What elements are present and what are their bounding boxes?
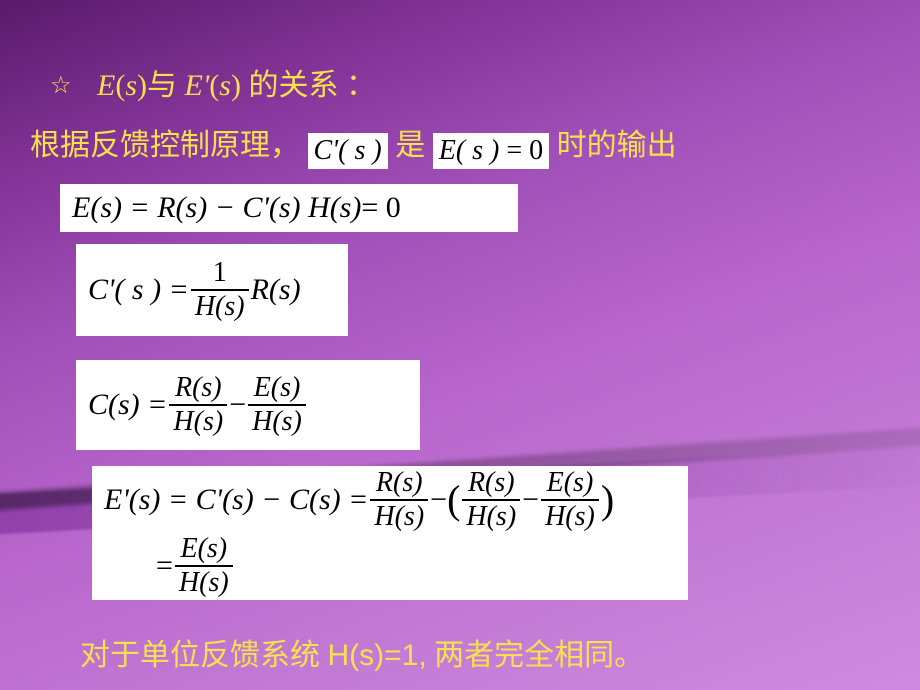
conclusion-line: 对于单位反馈系统 H(s)=1, 两者完全相同。 — [80, 630, 644, 674]
math-text: E(s) = R(s) − C'(s) H(s) — [72, 191, 361, 225]
fraction: E(s) H(s) — [175, 533, 233, 599]
heading-symbol: E' — [185, 69, 210, 102]
fraction: 1 H(s) — [191, 257, 249, 323]
math-text: C(s) = — [88, 388, 167, 422]
conclusion-text: 对于单位反馈系统 — [80, 639, 328, 672]
fraction-num: E(s) — [541, 467, 599, 501]
fraction-den: H(s) — [191, 291, 249, 323]
star-icon: ☆ — [50, 73, 72, 99]
premise-text: 根据反馈控制原理， — [30, 129, 300, 162]
fraction-num: E(s) — [248, 372, 306, 406]
conclusion-math: H(s)=1, — [328, 639, 427, 672]
inline-math: C'( s ) — [308, 133, 388, 169]
equation-box-4: E'(s) = C'(s) − C(s) = R(s) H(s) − ( R(s… — [92, 466, 688, 600]
premise-text: 是 — [395, 129, 425, 162]
heading-text: 的关系 ： — [241, 69, 376, 102]
fraction-num: E(s) — [175, 533, 233, 567]
paren: ) — [231, 69, 241, 102]
math-text: E'(s) = C'(s) − C(s) = — [104, 483, 368, 517]
premise-text: 时的输出 — [557, 129, 677, 162]
paren: ( — [209, 69, 219, 102]
inline-math: E( s ) = 0 — [433, 133, 549, 169]
heading-line: ☆ E(s)与 E'(s) 的关系 ： — [50, 60, 376, 104]
conclusion-text: 两者完全相同。 — [427, 639, 645, 672]
paren-close: ) — [601, 484, 614, 516]
fraction-num: R(s) — [370, 467, 428, 501]
fraction: E(s) H(s) — [541, 467, 599, 533]
equation-box-1: E(s) = R(s) − C'(s) H(s) = 0 — [60, 184, 518, 232]
math-text: C'( s ) = — [88, 273, 189, 307]
fraction-den: H(s) — [248, 406, 306, 438]
fraction-num: 1 — [191, 257, 249, 291]
fraction-num: R(s) — [169, 372, 227, 406]
fraction: R(s) H(s) — [169, 372, 227, 438]
math-text: = — [156, 549, 173, 583]
paren: ( — [115, 69, 125, 102]
heading-symbol: s — [219, 69, 231, 102]
fraction-den: H(s) — [370, 501, 428, 533]
equation-box-3: C(s) = R(s) H(s) − E(s) H(s) — [76, 360, 420, 450]
heading-symbol: s — [125, 69, 137, 102]
math-text: = 0 — [361, 191, 400, 225]
fraction-den: H(s) — [541, 501, 599, 533]
fraction-den: H(s) — [462, 501, 520, 533]
fraction-den: H(s) — [169, 406, 227, 438]
equation-row: E'(s) = C'(s) − C(s) = R(s) H(s) − ( R(s… — [104, 467, 614, 533]
math-text: = 0 — [499, 135, 543, 166]
paren-open: ( — [447, 484, 460, 516]
math-text: − — [430, 483, 447, 517]
paren: ) — [137, 69, 147, 102]
math-text: E( s ) — [439, 135, 500, 166]
fraction-den: H(s) — [175, 567, 233, 599]
slide-root: ☆ E(s)与 E'(s) 的关系 ： 根据反馈控制原理， C'( s ) 是 … — [0, 0, 920, 690]
math-text: − — [522, 483, 539, 517]
premise-line: 根据反馈控制原理， C'( s ) 是 E( s ) = 0 时的输出 — [30, 120, 677, 169]
math-text: R(s) — [251, 273, 301, 307]
equation-row: = E(s) H(s) — [104, 533, 235, 599]
fraction: R(s) H(s) — [462, 467, 520, 533]
fraction: R(s) H(s) — [370, 467, 428, 533]
fraction-num: R(s) — [462, 467, 520, 501]
equation-box-2: C'( s ) = 1 H(s) R(s) — [76, 244, 348, 336]
heading-text: 与 — [147, 69, 185, 102]
heading-symbol: E — [97, 69, 115, 102]
math-text: C'( s ) — [314, 135, 382, 166]
fraction: E(s) H(s) — [248, 372, 306, 438]
math-text: − — [229, 388, 246, 422]
